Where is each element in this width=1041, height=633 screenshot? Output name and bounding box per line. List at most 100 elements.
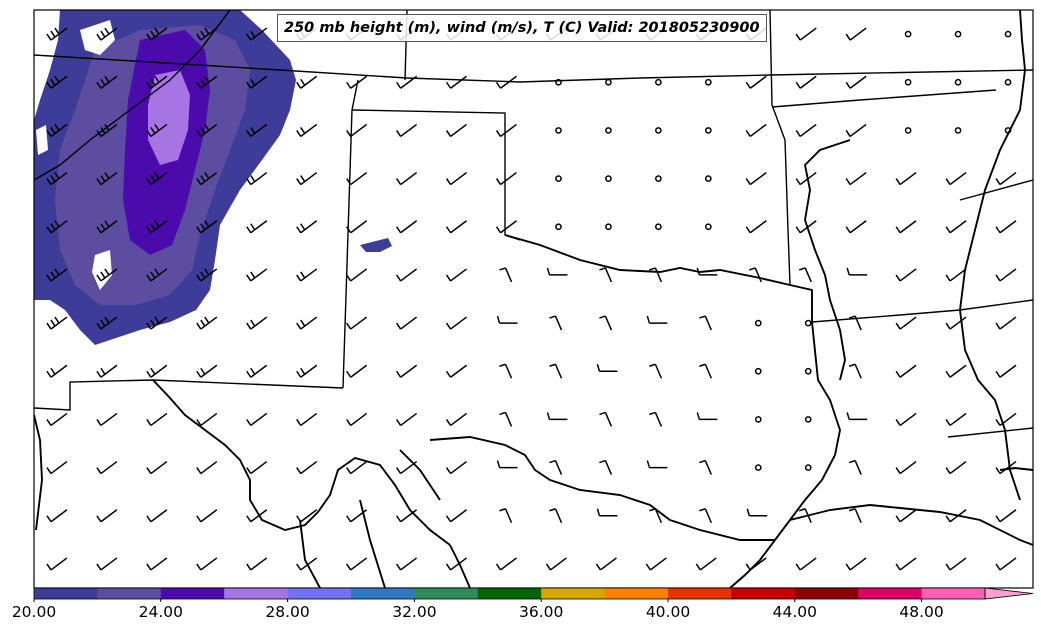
wind-barb xyxy=(445,171,468,186)
barb-shaft xyxy=(895,412,917,427)
barb-shaft xyxy=(196,123,218,138)
wind-barb xyxy=(645,557,667,571)
barb-shaft xyxy=(46,268,68,282)
calm-marker xyxy=(904,78,912,86)
wind-barb xyxy=(196,557,218,571)
wind-barb xyxy=(848,315,862,331)
barb-shaft xyxy=(296,171,318,186)
barb-shaft xyxy=(895,364,917,378)
barb-shaft xyxy=(695,557,717,571)
barb-shaft xyxy=(549,363,563,379)
calm-marker xyxy=(555,223,562,231)
barb-shaft xyxy=(246,557,268,571)
wind-barb xyxy=(445,460,468,475)
colorbar-bin xyxy=(34,588,98,599)
barb-shaft xyxy=(96,364,118,378)
wind-barb xyxy=(795,171,817,186)
colorbar xyxy=(33,587,1034,602)
wind-barb xyxy=(396,220,418,234)
wind-barb xyxy=(995,509,1017,523)
barb-shaft xyxy=(445,220,468,234)
barb-shaft xyxy=(146,123,168,138)
wind-barb xyxy=(795,123,817,138)
wind-barb xyxy=(495,171,517,186)
wind-barb xyxy=(46,364,68,378)
colorbar-bin xyxy=(224,588,289,599)
wind-barb xyxy=(246,123,268,138)
wind-barb xyxy=(895,171,917,186)
colorbar-bin xyxy=(794,588,859,599)
wind-barb xyxy=(196,220,218,234)
wind-barb xyxy=(46,220,68,234)
wind-barb xyxy=(196,27,218,41)
wind-barb xyxy=(246,460,268,475)
wind-barb xyxy=(445,268,468,282)
barb-shaft xyxy=(46,460,68,475)
colorbar-bin xyxy=(731,588,796,599)
barb-shaft xyxy=(296,268,318,282)
wind-barb xyxy=(346,171,368,186)
barb-shaft xyxy=(146,316,168,330)
calm-marker xyxy=(954,78,962,86)
calm-marker xyxy=(605,175,612,182)
wind-barb xyxy=(346,316,368,330)
wind-barb xyxy=(795,557,817,571)
wind-barb xyxy=(146,27,168,41)
barb-shaft xyxy=(196,316,218,330)
barb-shaft xyxy=(246,460,268,475)
colorbar-tick-label: 24.00 xyxy=(138,603,183,621)
wind-barb xyxy=(555,175,562,182)
wind-barb xyxy=(555,223,562,231)
wind-barb xyxy=(895,268,917,282)
barb-shaft xyxy=(146,27,168,41)
barb-shaft xyxy=(346,316,368,330)
barb-shaft xyxy=(346,412,368,427)
wind-barb xyxy=(904,127,912,134)
colorbar-bin xyxy=(287,588,352,599)
wind-barb xyxy=(296,220,318,234)
wind-barb xyxy=(546,412,568,421)
barb-shaft xyxy=(396,412,418,427)
wind-barb xyxy=(1004,30,1012,38)
barb-shaft xyxy=(499,508,513,524)
colorbar-bin xyxy=(541,588,606,599)
barb-shaft xyxy=(196,27,218,41)
colorbar-bin xyxy=(921,588,986,599)
barb-shaft xyxy=(246,171,268,186)
wind-barb xyxy=(895,364,917,378)
barb-shaft xyxy=(795,220,817,234)
barb-shaft xyxy=(545,557,567,571)
wind-barb xyxy=(745,171,767,186)
barb-shaft xyxy=(445,123,468,138)
wind-barb xyxy=(754,416,762,423)
calm-marker xyxy=(954,30,962,38)
barb-shaft xyxy=(795,75,817,89)
wind-barb xyxy=(296,123,318,138)
barb-shaft xyxy=(196,509,218,523)
wind-barb xyxy=(596,364,618,372)
barb-shaft xyxy=(196,412,218,427)
calm-marker xyxy=(904,30,912,38)
barb-shaft xyxy=(46,412,68,427)
wind-barb xyxy=(296,557,318,571)
barb-shaft xyxy=(945,268,967,282)
wind-barb xyxy=(549,508,563,524)
wind-barb xyxy=(954,78,962,86)
barb-shaft xyxy=(848,459,862,475)
calm-marker xyxy=(804,464,812,471)
wind-barb xyxy=(46,412,68,427)
barb-shaft xyxy=(795,123,817,138)
wind-barb xyxy=(346,220,368,234)
wind-barb xyxy=(46,75,68,89)
barb-shaft xyxy=(346,364,368,378)
barb-shaft xyxy=(96,171,118,186)
barb-shaft xyxy=(846,267,868,276)
wind-barb xyxy=(96,75,118,89)
barb-shaft xyxy=(296,364,318,378)
wind-barb xyxy=(749,267,762,283)
barb-shaft xyxy=(196,460,218,475)
wind-barb xyxy=(795,75,817,89)
wind-barb xyxy=(649,267,663,283)
barb-shaft xyxy=(346,557,368,571)
